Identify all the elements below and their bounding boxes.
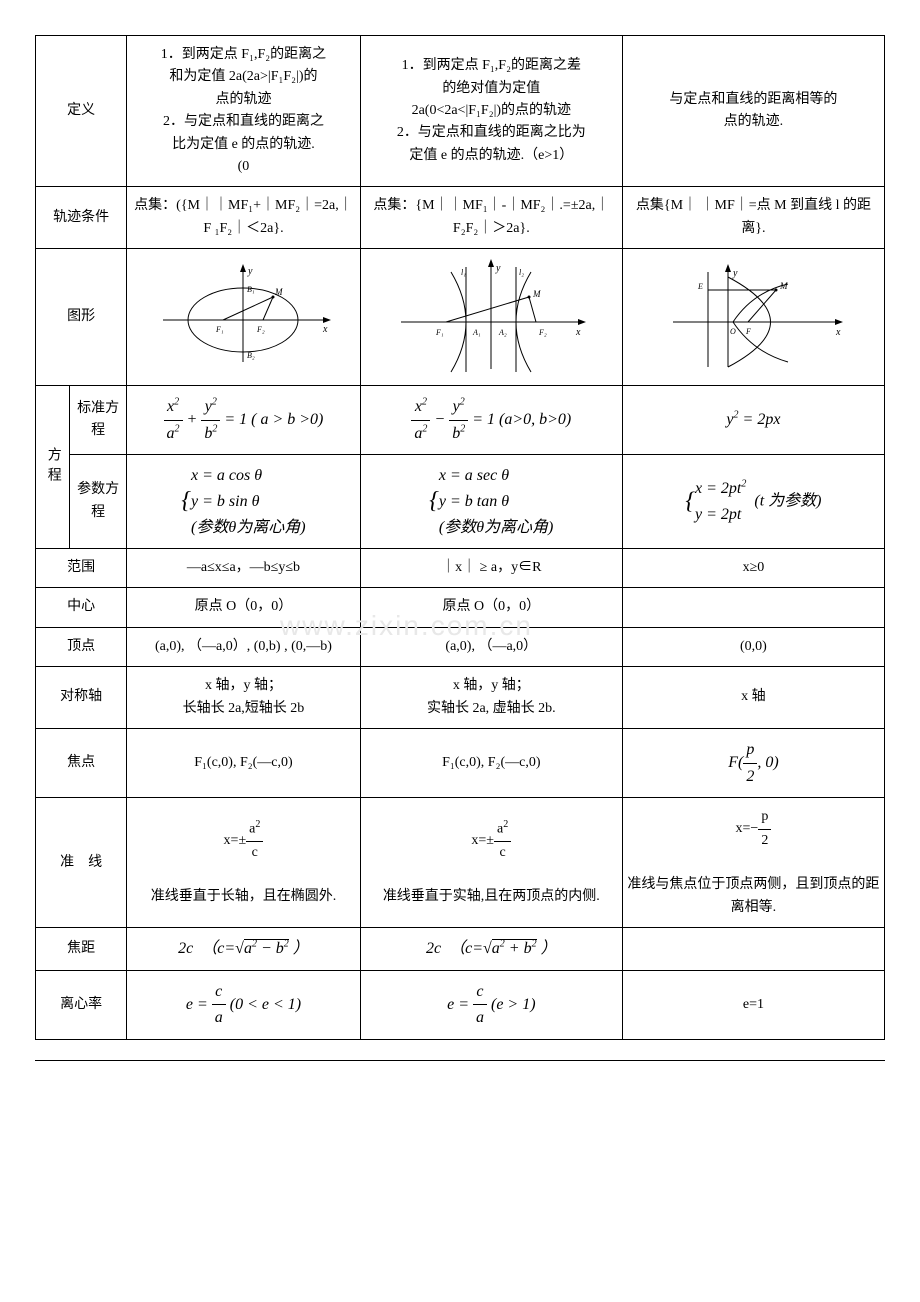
range-parabola: x≥0 (622, 549, 884, 588)
header-param-eq: 参数方程 (70, 455, 127, 549)
parameq-parabola: {x = 2pt2y = 2pt (t 为参数) (622, 455, 884, 549)
range-ellipse: —a≤x≤a，—b≤y≤b (127, 549, 361, 588)
ecc-ellipse: e = ca (0 < e < 1) (127, 970, 361, 1039)
directrix-hyperbola: x=±a2c准线垂直于实轴,且在两顶点的内侧. (360, 798, 622, 928)
row-focus: 焦点 F₁(c,0), F₂(—c,0) F₁(c,0), F₂(—c,0) F… (36, 729, 885, 798)
footer-divider (35, 1060, 885, 1061)
row-param-eq: 参数方程 {x = a cos θy = b sin θ(参数θ为离心角) {x… (36, 455, 885, 549)
locus-parabola: 点集{M｜ ｜MF｜=点 M 到直线 l 的距离}. (622, 187, 884, 249)
ecc-parabola: e=1 (622, 970, 884, 1039)
conics-table: 定义 1．到两定点 F₁,F₂的距离之和为定值 2a(2a>|F₁F₂|)的点的… (35, 35, 885, 1040)
directrix-ellipse: x=±a2c准线垂直于长轴，且在椭圆外. (127, 798, 361, 928)
svg-text:y: y (247, 266, 253, 277)
def-hyperbola-text: 1．到两定点 F₁,F₂的距离之差的绝对值为定值2a(0<2a<|F₁F₂|)的… (397, 58, 586, 163)
focus-parabola: F(p2, 0) (622, 729, 884, 798)
def-ellipse: 1．到两定点 F₁,F₂的距离之和为定值 2a(2a>|F₁F₂|)的点的轨迹2… (127, 36, 361, 187)
def-parabola: 与定点和直线的距离相等的点的轨迹. (622, 36, 884, 187)
svg-text:l₂: l₂ (519, 268, 524, 277)
header-focus: 焦点 (36, 729, 127, 798)
svg-text:A₁: A₁ (472, 328, 481, 337)
row-focaldist: 焦距 2c （c=√a2 − b2 ） 2c （c=√a2 + b2 ） (36, 928, 885, 971)
row-locus: 轨迹条件 点集：({M｜｜MF₁+｜MF₂｜=2a,｜F ₁F₂｜＜2a}. 点… (36, 187, 885, 249)
focus-hyperbola: F₁(c,0), F₂(—c,0) (360, 729, 622, 798)
row-eccentricity: 离心率 e = ca (0 < e < 1) e = ca (e > 1) e=… (36, 970, 885, 1039)
axis-hyperbola: x 轴，y 轴；实轴长 2a, 虚轴长 2b. (360, 667, 622, 729)
header-std-eq: 标准方程 (70, 386, 127, 455)
header-eccentricity: 离心率 (36, 970, 127, 1039)
range-hyperbola: ｜x｜ ≥ a，y∈R (360, 549, 622, 588)
hyperbola-svg: y x M F₁ F₂ l₁ l₂ A₁ A₂ (391, 257, 591, 377)
center-parabola (622, 588, 884, 627)
svg-text:x: x (835, 327, 841, 338)
def-parabola-text: 与定点和直线的距离相等的点的轨迹. (669, 92, 837, 129)
center-hyperbola: 原点 O（0，0） (360, 588, 622, 627)
def-ellipse-text: 1．到两定点 F₁,F₂的距离之和为定值 2a(2a>|F₁F₂|)的点的轨迹2… (161, 47, 326, 174)
axis-ellipse: x 轴，y 轴；长轴长 2a,短轴长 2b (127, 667, 361, 729)
svg-text:F₁: F₁ (435, 328, 444, 337)
vertex-ellipse: (a,0), （—a,0）, (0,b) , (0,—b) (127, 627, 361, 666)
header-vertex: 顶点 (36, 627, 127, 666)
axis-parabola: x 轴 (622, 667, 884, 729)
svg-text:M: M (274, 287, 283, 297)
graph-hyperbola: y x M F₁ F₂ l₁ l₂ A₁ A₂ (360, 249, 622, 386)
svg-text:M: M (532, 289, 541, 299)
header-equation-outer: 方程 (36, 386, 70, 549)
svg-text:O: O (730, 327, 736, 336)
row-graph: 图形 y x M B₁ B₂ F₁ F₂ (36, 249, 885, 386)
row-vertex: 顶点 (a,0), （—a,0）, (0,b) , (0,—b) (a,0), … (36, 627, 885, 666)
graph-ellipse: y x M B₁ B₂ F₁ F₂ (127, 249, 361, 386)
row-directrix: 准 线 x=±a2c准线垂直于长轴，且在椭圆外. x=±a2c准线垂直于实轴,且… (36, 798, 885, 928)
svg-text:B₂: B₂ (247, 351, 255, 360)
svg-text:x: x (575, 327, 581, 338)
svg-text:B₁: B₁ (247, 285, 255, 294)
header-center: 中心 (36, 588, 127, 627)
svg-text:y: y (732, 268, 738, 279)
row-std-eq: 方程 标准方程 x2a2 + y2b2 = 1 ( a > b >0) x2a2… (36, 386, 885, 455)
header-definition: 定义 (36, 36, 127, 187)
row-axis: 对称轴 x 轴，y 轴；长轴长 2a,短轴长 2b x 轴，y 轴；实轴长 2a… (36, 667, 885, 729)
svg-text:E: E (697, 282, 703, 291)
focaldist-parabola (622, 928, 884, 971)
center-ellipse: 原点 O（0，0） (127, 588, 361, 627)
header-axis: 对称轴 (36, 667, 127, 729)
parabola-svg: y x M O F E (658, 262, 848, 372)
header-graph: 图形 (36, 249, 127, 386)
row-range: 范围 —a≤x≤a，—b≤y≤b ｜x｜ ≥ a，y∈R x≥0 (36, 549, 885, 588)
svg-text:l₁: l₁ (461, 268, 466, 277)
header-directrix: 准 线 (36, 798, 127, 928)
directrix-parabola: x=−p2准线与焦点位于顶点两侧，且到顶点的距离相等. (622, 798, 884, 928)
focus-ellipse: F₁(c,0), F₂(—c,0) (127, 729, 361, 798)
ecc-hyperbola: e = ca (e > 1) (360, 970, 622, 1039)
parameq-ellipse: {x = a cos θy = b sin θ(参数θ为离心角) (127, 455, 361, 549)
stdeq-ellipse: x2a2 + y2b2 = 1 ( a > b >0) (127, 386, 361, 455)
stdeq-parabola: y2 = 2px (622, 386, 884, 455)
svg-text:F₂: F₂ (538, 328, 547, 337)
focaldist-ellipse: 2c （c=√a2 − b2 ） (127, 928, 361, 971)
svg-text:F₂: F₂ (256, 325, 265, 334)
def-hyperbola: 1．到两定点 F₁,F₂的距离之差的绝对值为定值2a(0<2a<|F₁F₂|)的… (360, 36, 622, 187)
stdeq-hyperbola: x2a2 − y2b2 = 1 (a>0, b>0) (360, 386, 622, 455)
header-range: 范围 (36, 549, 127, 588)
row-definition: 定义 1．到两定点 F₁,F₂的距离之和为定值 2a(2a>|F₁F₂|)的点的… (36, 36, 885, 187)
locus-hyperbola: 点集：{M｜｜MF₁｜-｜MF₂｜.=±2a,｜F₂F₂｜＞2a}. (360, 187, 622, 249)
svg-text:F: F (745, 327, 751, 336)
svg-text:A₂: A₂ (498, 328, 507, 337)
graph-parabola: y x M O F E (622, 249, 884, 386)
row-center: 中心 原点 O（0，0） 原点 O（0，0） (36, 588, 885, 627)
header-focaldist: 焦距 (36, 928, 127, 971)
svg-text:y: y (495, 263, 501, 274)
svg-text:M: M (779, 281, 788, 291)
ellipse-svg: y x M B₁ B₂ F₁ F₂ (153, 262, 333, 372)
locus-ellipse: 点集：({M｜｜MF₁+｜MF₂｜=2a,｜F ₁F₂｜＜2a}. (127, 187, 361, 249)
parameq-hyperbola: {x = a sec θy = b tan θ(参数θ为离心角) (360, 455, 622, 549)
vertex-hyperbola: (a,0), （—a,0） (360, 627, 622, 666)
vertex-parabola: (0,0) (622, 627, 884, 666)
header-locus: 轨迹条件 (36, 187, 127, 249)
svg-text:x: x (322, 324, 328, 335)
svg-text:F₁: F₁ (215, 325, 224, 334)
focaldist-hyperbola: 2c （c=√a2 + b2 ） (360, 928, 622, 971)
